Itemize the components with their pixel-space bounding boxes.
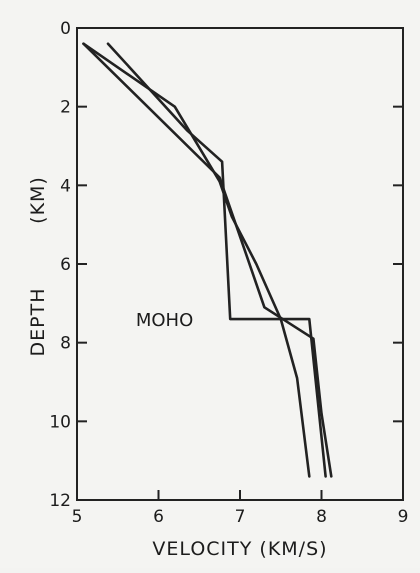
x-tick-label: 9 bbox=[398, 507, 409, 527]
series-layer bbox=[82, 42, 333, 478]
x-axis-title: VELOCITY (KM/S) bbox=[152, 538, 327, 560]
velocity-profile-line-3 bbox=[82, 42, 333, 478]
moho-annotation: MOHO bbox=[136, 310, 193, 331]
x-tick-label: 6 bbox=[153, 507, 164, 527]
velocity-profile-line-1 bbox=[82, 42, 311, 478]
y-axis-title: DEPTH bbox=[27, 288, 49, 357]
annotation-layer: MOHO bbox=[136, 310, 193, 331]
x-axis: 5 6 7 8 9 bbox=[72, 490, 409, 527]
x-tick-label: 7 bbox=[235, 507, 246, 527]
plot-frame bbox=[76, 27, 404, 501]
y-tick-label: 2 bbox=[60, 98, 71, 118]
y-axis-unit: (KM) bbox=[27, 176, 49, 224]
x-tick-label: 5 bbox=[72, 507, 83, 527]
y-tick-label: 8 bbox=[60, 334, 71, 354]
y-tick-label: 10 bbox=[49, 412, 71, 432]
y-tick-label: 0 bbox=[60, 19, 71, 39]
y-tick-label: 6 bbox=[60, 255, 71, 275]
velocity-profile-line-2 bbox=[106, 42, 327, 478]
y-axis: 0 2 4 6 8 10 12 bbox=[49, 19, 403, 511]
y-tick-label: 12 bbox=[49, 491, 71, 511]
x-tick-label: 8 bbox=[316, 507, 327, 527]
y-tick-label: 4 bbox=[60, 176, 71, 196]
